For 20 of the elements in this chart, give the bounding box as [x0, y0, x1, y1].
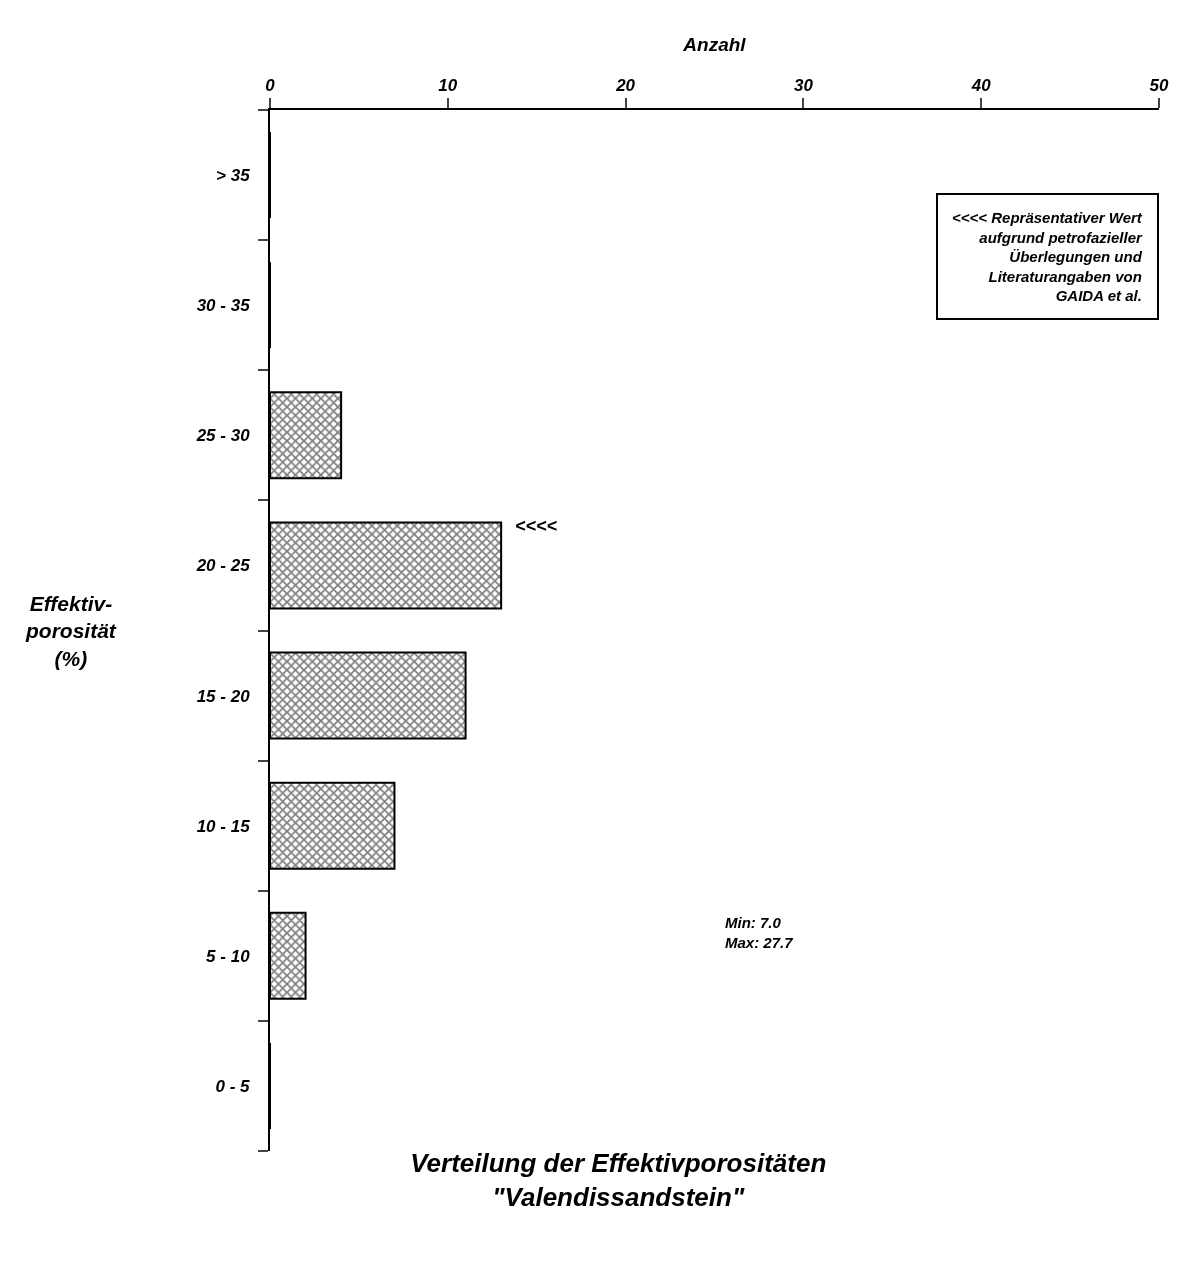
x-axis-title: Anzahl: [682, 33, 747, 55]
y-tick-label: 30 - 35: [196, 296, 251, 316]
y-tick-label: 25 - 30: [195, 426, 251, 446]
annotation: <<<<: [515, 516, 558, 536]
y-tick-label: 10 - 15: [196, 816, 251, 836]
x-tick-label: 20: [615, 76, 636, 96]
x-tick-label: 50: [1149, 76, 1169, 96]
annotation: Min: 7.0 Max: 27.7: [725, 914, 794, 951]
y-tick-label: > 35: [216, 166, 251, 186]
x-tick-label: 10: [438, 76, 458, 96]
x-tick-label: 0: [265, 76, 276, 96]
y-tick-label: 0 - 5: [215, 1076, 251, 1096]
y-tick-label: 20 - 25: [195, 556, 251, 576]
y-axis-title: Effektiv- porosität (%): [25, 592, 117, 670]
text: Verteilung der Effektivporositäten "Valendissandstein": [410, 1148, 827, 1212]
y-tick-label: 15 - 20: [196, 686, 251, 706]
x-tick-label: 40: [970, 76, 992, 96]
x-tick-label: 30: [793, 76, 814, 96]
annotation: <<<< Repräsentativer Wert aufgrund petrofazieller Überlegungen und Literaturangaben von GAIDA et al.: [952, 209, 1143, 304]
y-tick-label: 5 - 10: [206, 946, 251, 966]
